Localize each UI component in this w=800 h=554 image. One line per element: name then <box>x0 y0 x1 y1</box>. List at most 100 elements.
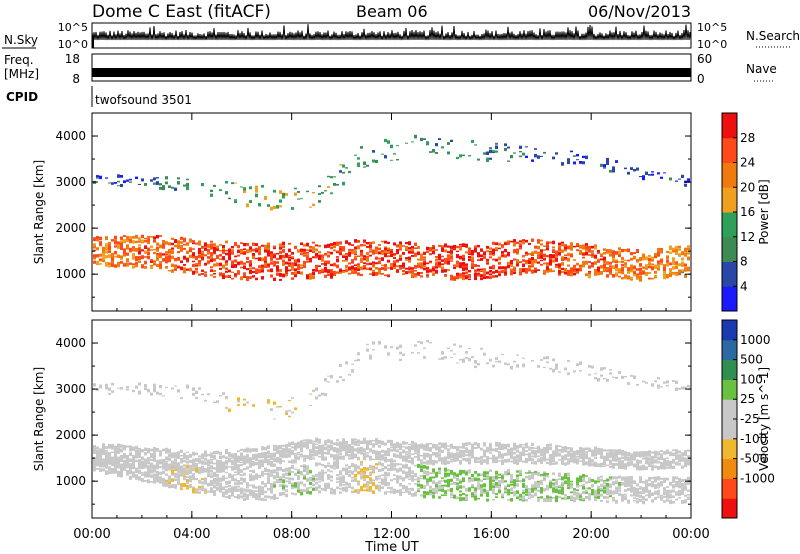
power-cell <box>348 262 351 265</box>
velocity-cell <box>444 469 447 472</box>
velocity-cell <box>240 455 243 459</box>
power-cell <box>129 247 132 252</box>
velocity-cell <box>501 461 504 465</box>
power-cell <box>525 269 528 273</box>
velocity-cell <box>303 439 306 442</box>
velocity-cell <box>225 491 228 495</box>
velocity-cell <box>492 498 495 501</box>
power-cell <box>246 249 249 254</box>
power-cell <box>504 242 507 246</box>
velocity-cell <box>306 489 309 494</box>
velocity-cell <box>192 473 195 476</box>
power-cell <box>192 260 195 263</box>
power-cell <box>570 253 573 258</box>
velocity-cell <box>309 492 312 495</box>
velocity-cell <box>309 454 312 458</box>
velocity-cell <box>438 459 441 462</box>
power-cell <box>549 254 552 258</box>
power-cell <box>447 251 450 254</box>
power-cell <box>552 246 555 249</box>
velocity-cell <box>261 486 264 490</box>
velocity-cell <box>264 490 267 494</box>
power-cell <box>627 259 630 262</box>
power-cell <box>402 266 405 269</box>
velocity-cell <box>363 479 366 481</box>
power-cell <box>267 269 270 272</box>
velocity-cell <box>324 471 327 474</box>
power-cell <box>381 264 384 266</box>
velocity-cell <box>204 480 207 485</box>
power-cell <box>120 175 123 178</box>
velocity-cell <box>438 442 441 446</box>
power-cell <box>414 273 417 276</box>
power-cell <box>579 266 582 270</box>
power-cell <box>300 253 303 256</box>
velocity-cell <box>456 485 459 488</box>
power-cell <box>132 240 135 244</box>
velocity-cell <box>282 484 285 486</box>
power-cell <box>132 256 135 260</box>
power-cell <box>345 167 348 169</box>
power-cell <box>498 270 501 274</box>
power-cell <box>489 273 492 276</box>
velocity-cell <box>522 485 525 488</box>
power-cell <box>576 159 579 161</box>
power-cell <box>246 277 249 281</box>
power-cell <box>228 253 231 258</box>
power-cell <box>348 266 351 271</box>
power-cell <box>210 269 213 272</box>
velocity-cell <box>381 486 384 490</box>
power-colorbar-swatch <box>722 212 737 238</box>
velocity-cell <box>240 481 243 485</box>
power-colorbar-tick-label: 20 <box>740 180 755 194</box>
velocity-cell <box>423 455 426 460</box>
velocity-cell <box>402 449 405 454</box>
sky-count-line <box>91 24 692 41</box>
power-cell <box>522 268 525 273</box>
velocity-cell <box>519 443 522 448</box>
velocity-cell <box>150 465 153 468</box>
velocity-cell <box>423 475 426 479</box>
velocity-cell <box>246 486 249 489</box>
velocity-cell <box>354 438 357 441</box>
power-cell <box>150 266 153 270</box>
power-cell <box>315 252 318 257</box>
power-cell <box>105 243 108 248</box>
power-cell <box>231 264 234 267</box>
power-cell <box>585 263 588 265</box>
velocity-cell <box>537 448 540 452</box>
power-cell <box>144 256 147 258</box>
power-cell <box>357 255 360 257</box>
power-cell <box>456 245 459 249</box>
power-cell <box>600 253 603 257</box>
velocity-cell <box>222 470 225 473</box>
power-cell <box>363 255 366 258</box>
power-cell <box>315 244 318 247</box>
power-cell <box>210 243 213 247</box>
velocity-cell <box>192 464 195 467</box>
power-cell <box>642 176 645 181</box>
velocity-cell <box>123 454 126 457</box>
power-cell <box>549 262 552 266</box>
power-cell <box>318 254 321 258</box>
velocity-cell <box>408 490 411 495</box>
power-cell <box>519 155 522 158</box>
velocity-cell <box>225 456 228 460</box>
power-cell <box>144 246 147 249</box>
power-cell <box>504 271 507 275</box>
velocity-cell <box>132 464 135 467</box>
velocity-cell <box>336 465 339 469</box>
velocity-cell <box>462 492 465 495</box>
power-cell <box>333 176 336 178</box>
velocity-cell <box>234 471 237 473</box>
velocity-cell <box>459 493 462 497</box>
velocity-cell <box>135 386 138 388</box>
power-cell <box>291 262 294 265</box>
velocity-cell <box>495 357 498 360</box>
power-cell <box>564 246 567 250</box>
power-colorbar-swatch <box>722 236 737 262</box>
power-cell <box>405 241 408 245</box>
velocity-cell <box>168 454 171 457</box>
power-cell <box>621 257 624 261</box>
power-cell <box>219 262 222 267</box>
